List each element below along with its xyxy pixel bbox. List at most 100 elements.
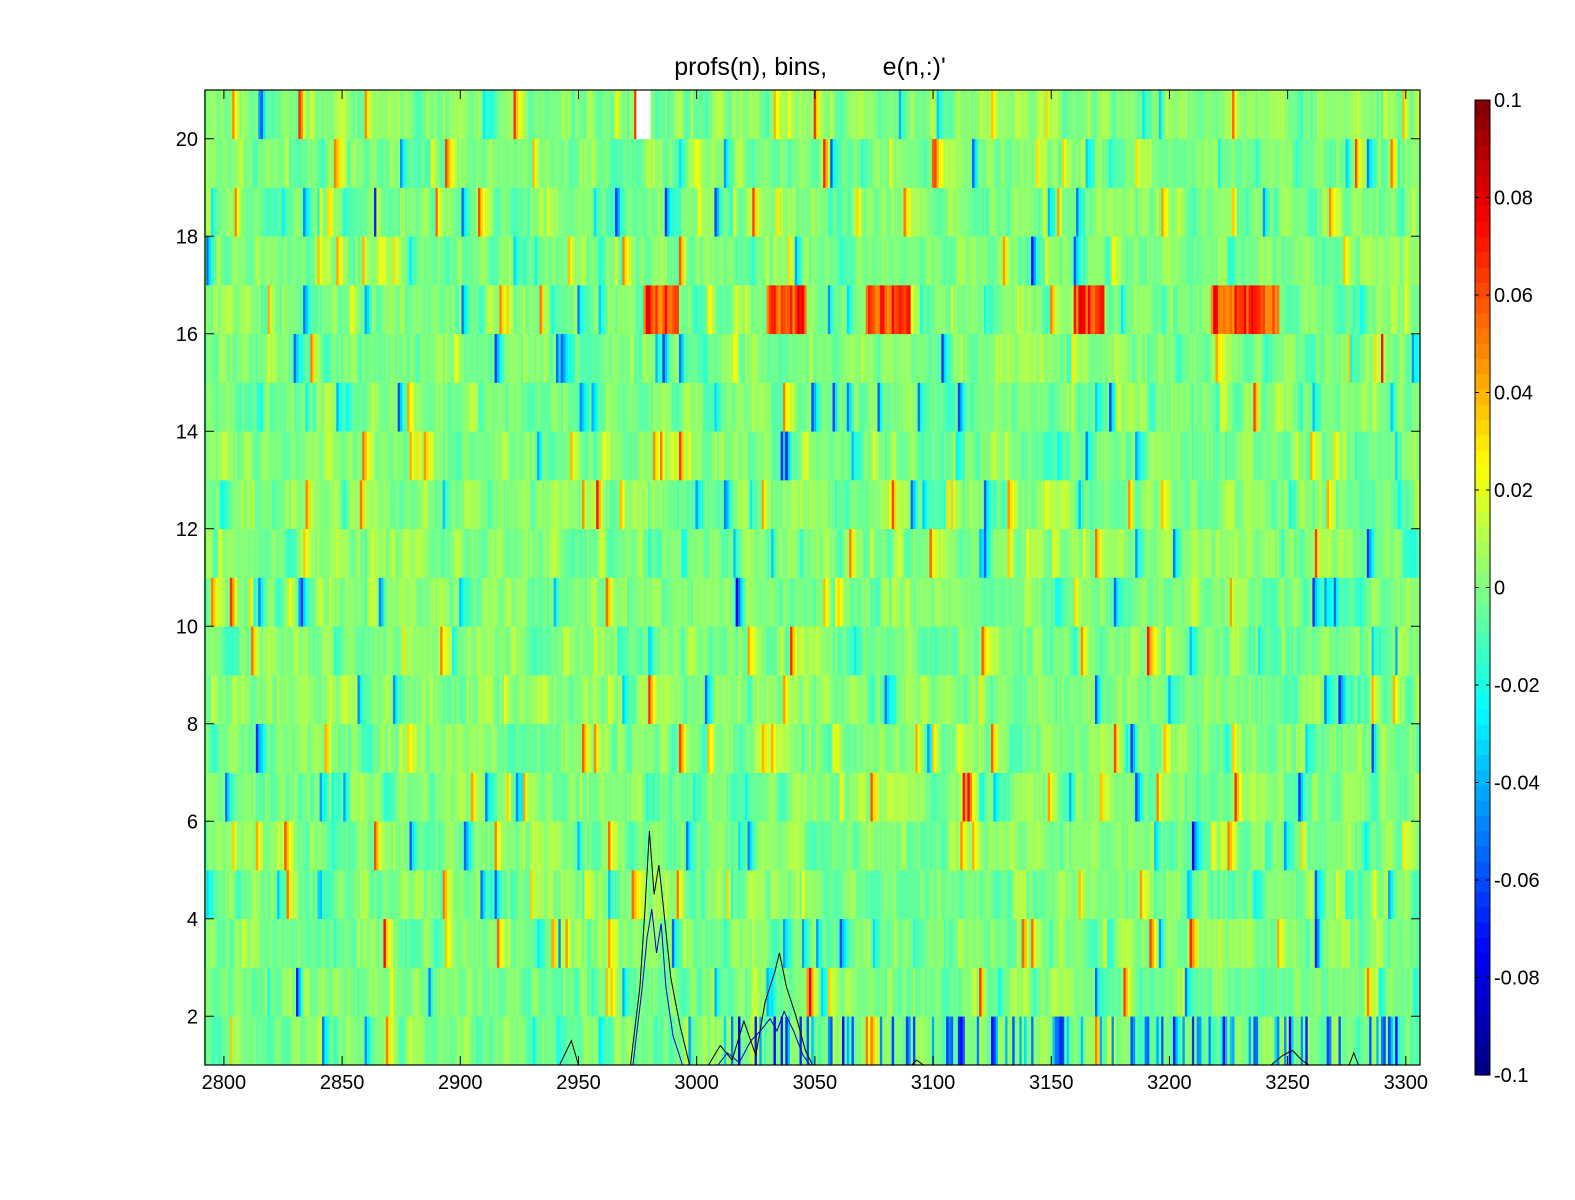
heatmap-cell xyxy=(1248,772,1252,822)
heatmap-cell xyxy=(1239,821,1243,871)
heatmap-cell xyxy=(1168,675,1172,725)
heatmap-cell xyxy=(837,967,841,1017)
heatmap-cell xyxy=(515,821,519,871)
heatmap-cell xyxy=(1149,821,1153,871)
heatmap-cell xyxy=(962,821,966,871)
heatmap-cell xyxy=(1090,918,1094,968)
heatmap-cell xyxy=(615,918,619,968)
heatmap-cell xyxy=(894,870,898,920)
heatmap-cell xyxy=(792,577,796,627)
heatmap-cell xyxy=(435,1016,439,1066)
heatmap-cell xyxy=(617,870,621,920)
heatmap-cell xyxy=(272,772,276,822)
heatmap-cell xyxy=(771,675,775,725)
heatmap-cell xyxy=(981,967,985,1017)
heatmap-cell xyxy=(877,918,881,968)
heatmap-cell xyxy=(865,626,869,676)
heatmap-cell xyxy=(1194,918,1198,968)
heatmap-cell xyxy=(319,772,323,822)
heatmap-cell xyxy=(858,1016,862,1066)
heatmap-cell xyxy=(868,918,872,968)
heatmap-cell xyxy=(1328,723,1332,773)
heatmap-cell xyxy=(1265,626,1269,676)
heatmap-cell xyxy=(747,723,751,773)
heatmap-cell xyxy=(262,577,266,627)
heatmap-cell xyxy=(759,675,763,725)
heatmap-cell xyxy=(1250,723,1254,773)
heatmap-cell xyxy=(593,870,597,920)
heatmap-cell xyxy=(808,626,812,676)
heatmap-cell xyxy=(946,772,950,822)
heatmap-cell xyxy=(908,967,912,1017)
heatmap-cell xyxy=(1302,918,1306,968)
heatmap-cell xyxy=(790,723,793,773)
heatmap-cell xyxy=(1201,772,1205,822)
heatmap-cell xyxy=(650,1016,654,1066)
heatmap-cell xyxy=(764,918,767,968)
heatmap-cell xyxy=(534,772,538,822)
heatmap-cell xyxy=(558,772,562,822)
heatmap-cell xyxy=(1381,675,1384,725)
heatmap-cell xyxy=(678,821,682,871)
heatmap-cell xyxy=(879,626,883,676)
heatmap-cell xyxy=(551,870,555,920)
heatmap-cell xyxy=(262,723,266,773)
heatmap-cell xyxy=(449,918,453,968)
heatmap-cell xyxy=(390,1016,394,1066)
heatmap-cell xyxy=(832,626,836,676)
heatmap-cell xyxy=(1267,870,1271,920)
heatmap-cell xyxy=(721,723,725,773)
heatmap-cell xyxy=(778,675,782,725)
heatmap-cell xyxy=(234,967,238,1017)
heatmap-cell xyxy=(794,626,798,676)
heatmap-cell xyxy=(463,821,467,871)
heatmap-cell xyxy=(931,918,935,968)
heatmap-cell xyxy=(440,821,444,871)
heatmap-cell xyxy=(1137,772,1141,822)
heatmap-cell xyxy=(889,723,893,773)
heatmap-cell xyxy=(834,675,838,725)
heatmap-cell xyxy=(816,918,820,968)
heatmap-cell xyxy=(773,967,777,1017)
heatmap-cell xyxy=(307,675,311,725)
heatmap-cell xyxy=(400,626,403,676)
heatmap-cell xyxy=(1099,967,1103,1017)
heatmap-cell xyxy=(600,772,604,822)
heatmap-cell xyxy=(225,723,229,773)
heatmap-cell xyxy=(329,626,333,676)
heatmap-cell xyxy=(1042,918,1046,968)
heatmap-cell xyxy=(882,967,886,1017)
heatmap-cell xyxy=(927,821,931,871)
heatmap-cell xyxy=(423,1016,427,1066)
heatmap-cell xyxy=(494,772,498,822)
heatmap-cell xyxy=(296,626,299,676)
heatmap-cell xyxy=(366,967,370,1017)
heatmap-cell xyxy=(1232,918,1236,968)
heatmap-cell xyxy=(870,821,874,871)
heatmap-cell xyxy=(1118,870,1122,920)
heatmap-cell xyxy=(879,870,883,920)
heatmap-cell xyxy=(329,723,333,773)
heatmap-cell xyxy=(962,626,966,676)
heatmap-cell xyxy=(267,772,271,822)
heatmap-cell xyxy=(667,626,671,676)
heatmap-cell xyxy=(1005,675,1009,725)
heatmap-cell xyxy=(834,577,838,627)
heatmap-cell xyxy=(1359,918,1363,968)
heatmap-cell xyxy=(920,821,924,871)
heatmap-cell xyxy=(454,1016,458,1066)
heatmap-cell xyxy=(617,821,621,871)
heatmap-cell xyxy=(1087,918,1091,968)
heatmap-cell xyxy=(1217,723,1221,773)
heatmap-cell xyxy=(215,772,219,822)
heatmap-cell xyxy=(1234,821,1238,871)
heatmap-cell xyxy=(1220,1016,1224,1066)
heatmap-cell xyxy=(232,675,236,725)
heatmap-cell xyxy=(1385,918,1389,968)
heatmap-cell xyxy=(234,870,238,920)
heatmap-cell xyxy=(915,870,919,920)
heatmap-cell xyxy=(227,918,231,968)
heatmap-cell xyxy=(208,967,212,1017)
heatmap-cell xyxy=(858,918,862,968)
heatmap-cell xyxy=(1369,918,1373,968)
